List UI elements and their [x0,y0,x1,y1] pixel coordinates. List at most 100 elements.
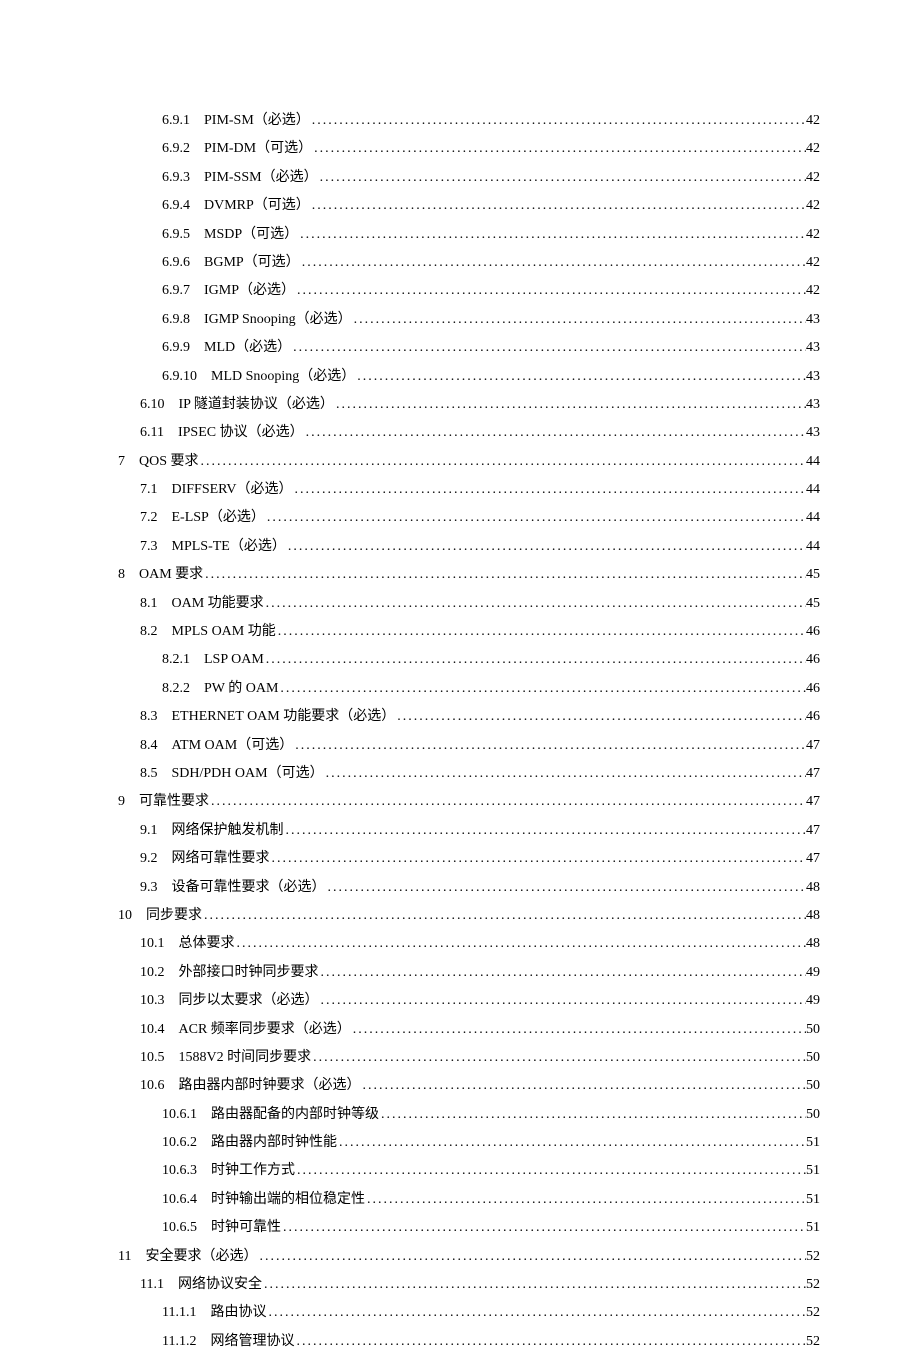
toc-entry-title: 时钟工作方式 [211,1160,295,1182]
toc-entry-leader [202,905,806,927]
toc-entry-title: 路由器内部时钟性能 [211,1132,337,1154]
toc-entry: 8.5SDH/PDH OAM（可选）47 [118,763,820,785]
toc-entry-page: 51 [806,1189,820,1211]
toc-entry-title: PIM-SM（必选） [204,110,310,132]
toc-entry-page: 50 [806,1104,820,1126]
toc-entry-title: 设备可靠性要求（必选） [172,877,326,899]
toc-entry-leader [291,337,806,359]
toc-entry-leader [294,1331,806,1353]
toc-entry-number: 10.6.5 [162,1217,211,1239]
toc-entry-leader [395,706,806,728]
toc-entry-page: 50 [806,1019,820,1041]
toc-entry-leader [199,451,806,473]
toc-entry-page: 43 [806,366,820,388]
toc-entry-leader [312,138,806,160]
toc-entry-leader [310,110,806,132]
toc-entry-number: 10.2 [140,962,179,984]
toc-entry-title: OAM 功能要求 [172,593,264,615]
toc-entry-page: 46 [806,678,820,700]
toc-entry-number: 7.3 [140,536,172,558]
toc-entry-number: 8.2.2 [162,678,204,700]
toc-entry-leader [281,1217,806,1239]
toc-entry: 6.9.3PIM-SSM（必选）42 [118,167,820,189]
toc-entry-leader [270,848,807,870]
toc-entry-leader [278,678,806,700]
toc-entry-number: 6.9.10 [162,366,211,388]
toc-entry: 11.1.2网络管理协议52 [118,1331,820,1353]
toc-entry-page: 44 [806,479,820,501]
toc-entry-number: 6.11 [140,422,178,444]
toc-entry-page: 51 [806,1160,820,1182]
toc-entry-title: OAM 要求 [139,564,203,586]
toc-entry-number: 11.1.1 [162,1302,210,1324]
toc-entry-title: MSDP（可选） [204,224,298,246]
toc-entry-page: 45 [806,564,820,586]
toc-entry-page: 42 [806,138,820,160]
toc-entry-number: 6.9.6 [162,252,204,274]
toc-entry-title: ETHERNET OAM 功能要求（必选） [172,706,396,728]
toc-entry-leader [295,280,806,302]
toc-entry-leader [355,366,806,388]
toc-entry: 8.2.1LSP OAM46 [118,649,820,671]
toc-entry: 10.6.1路由器配备的内部时钟等级50 [118,1104,820,1126]
toc-entry: 7.1DIFFSERV（必选）44 [118,479,820,501]
toc-entry-number: 10.4 [140,1019,179,1041]
toc-entry: 8.1OAM 功能要求 45 [118,593,820,615]
toc-entry-page: 52 [806,1302,820,1324]
toc-entry-number: 10.5 [140,1047,179,1069]
toc-entry: 6.10IP 隧道封装协议（必选）43 [118,394,820,416]
toc-entry: 6.9.5MSDP（可选）42 [118,224,820,246]
toc-entry: 10同步要求48 [118,905,820,927]
toc-entry-number: 10.6.3 [162,1160,211,1182]
toc-entry-leader [379,1104,806,1126]
toc-entry-title: 网络管理协议 [210,1331,294,1353]
toc-entry: 7.2E-LSP（必选）44 [118,507,820,529]
toc-entry-title: 网络保护触发机制 [172,820,284,842]
toc-entry-page: 42 [806,195,820,217]
toc-entry-leader [319,990,807,1012]
toc-entry-title: 可靠性要求 [139,791,209,813]
toc-entry-page: 42 [806,110,820,132]
toc-entry-page: 47 [806,791,820,813]
toc-entry-leader [295,1160,806,1182]
toc-entry: 8.2.2PW 的 OAM 46 [118,678,820,700]
toc-entry-title: IGMP Snooping（必选） [204,309,352,331]
toc-entry-leader [365,1189,806,1211]
toc-entry-page: 49 [806,962,820,984]
toc-entry-number: 11 [118,1246,145,1268]
toc-entry-page: 43 [806,422,820,444]
toc-entry-page: 47 [806,735,820,757]
toc-entry-leader [310,195,806,217]
toc-entry: 8.3ETHERNET OAM 功能要求（必选）46 [118,706,820,728]
toc-entry: 6.9.7IGMP（必选）42 [118,280,820,302]
toc-entry-page: 48 [806,933,820,955]
toc-entry-number: 8.1 [140,593,172,615]
toc-entry-title: PIM-SSM（必选） [204,167,318,189]
toc-entry-title: PW 的 OAM [204,678,278,700]
toc-entry-number: 7.2 [140,507,172,529]
toc-entry-leader [262,1274,806,1296]
toc-entry-title: ATM OAM（可选） [172,735,294,757]
toc-entry-number: 6.9.8 [162,309,204,331]
toc-entry-page: 45 [806,593,820,615]
toc-entry-page: 44 [806,536,820,558]
toc-entry: 11.1.1路由协议52 [118,1302,820,1324]
toc-entry-page: 52 [806,1331,820,1353]
toc-entry-number: 7 [118,451,139,473]
toc-entry-leader [352,309,806,331]
toc-entry-leader [337,1132,806,1154]
toc-entry-number: 6.9.3 [162,167,204,189]
toc-entry: 6.9.10MLD Snooping（必选）43 [118,366,820,388]
toc-entry-title: 时钟可靠性 [211,1217,281,1239]
toc-entry-leader [304,422,806,444]
toc-entry-title: 总体要求 [179,933,235,955]
toc-entry: 6.11IPSEC 协议（必选）43 [118,422,820,444]
toc-entry-page: 46 [806,706,820,728]
toc-entry-page: 52 [806,1274,820,1296]
toc-entry-page: 50 [806,1075,820,1097]
toc-entry-title: LSP OAM [204,649,264,671]
toc-entry: 7QOS 要求44 [118,451,820,473]
toc-entry-title: E-LSP（必选） [172,507,265,529]
toc-entry: 6.9.8IGMP Snooping（必选）43 [118,309,820,331]
toc-entry-leader [326,877,807,899]
